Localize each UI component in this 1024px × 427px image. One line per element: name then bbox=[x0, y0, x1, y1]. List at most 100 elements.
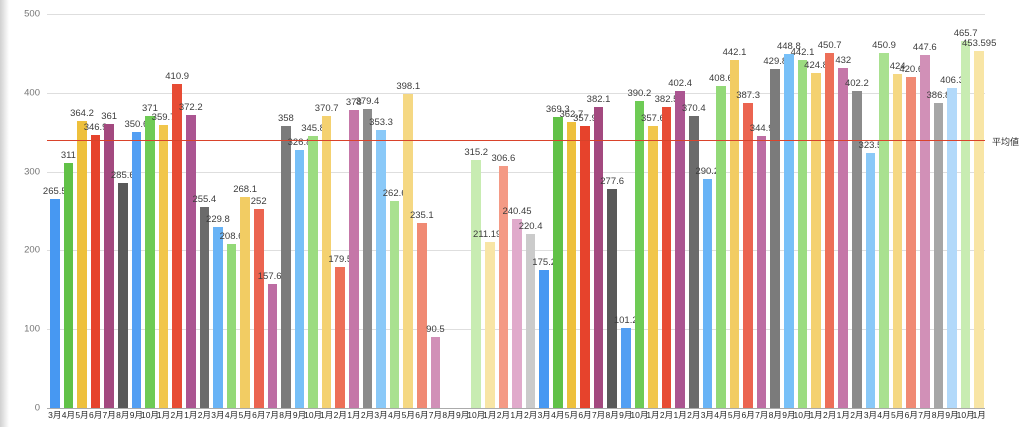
x-axis-label: 7月 bbox=[428, 410, 443, 420]
bar[interactable] bbox=[281, 125, 291, 408]
bar-value-label: 402.4 bbox=[668, 77, 693, 89]
bar[interactable] bbox=[824, 52, 835, 408]
bar[interactable] bbox=[797, 59, 808, 408]
bar[interactable] bbox=[498, 166, 509, 408]
bar[interactable] bbox=[675, 90, 685, 408]
bar[interactable] bbox=[131, 131, 142, 408]
x-axis-label: 9月 bbox=[455, 410, 470, 420]
x-axis-label: 6月 bbox=[88, 410, 103, 420]
bar-value-label: 235.1 bbox=[409, 209, 434, 221]
bar[interactable] bbox=[376, 129, 386, 408]
bar[interactable] bbox=[552, 117, 563, 408]
bar[interactable] bbox=[172, 84, 182, 408]
bar[interactable] bbox=[892, 73, 903, 408]
bar[interactable] bbox=[199, 206, 210, 408]
bar[interactable] bbox=[158, 124, 169, 408]
x-axis-label: 2月 bbox=[496, 410, 511, 420]
bar[interactable] bbox=[634, 100, 645, 408]
bar[interactable] bbox=[145, 115, 155, 408]
bar[interactable] bbox=[920, 55, 930, 408]
bar[interactable] bbox=[430, 336, 441, 408]
bar[interactable] bbox=[213, 226, 223, 408]
bar[interactable] bbox=[593, 106, 604, 408]
bar-value-label: 408.6 bbox=[709, 73, 733, 85]
bar[interactable] bbox=[865, 153, 876, 408]
bar-value-label: 369.3 bbox=[545, 103, 570, 115]
x-axis-label: 4月 bbox=[224, 410, 239, 420]
bar-value-label: 277.6 bbox=[600, 176, 625, 188]
bar[interactable] bbox=[743, 102, 753, 408]
bar[interactable] bbox=[974, 50, 984, 408]
bar-value-label: 357.9 bbox=[573, 112, 597, 124]
x-axis-label: 8月 bbox=[442, 410, 456, 420]
bar[interactable] bbox=[852, 91, 862, 408]
bar[interactable] bbox=[811, 73, 821, 408]
bar[interactable] bbox=[933, 103, 944, 408]
bar[interactable] bbox=[267, 283, 278, 408]
bar-value-label: 290.2 bbox=[695, 166, 720, 178]
x-axis-label: 5月 bbox=[727, 410, 742, 420]
bar[interactable] bbox=[417, 222, 427, 408]
bar[interactable] bbox=[240, 196, 250, 408]
bar[interactable] bbox=[471, 159, 481, 408]
bar-value-label: 357.6 bbox=[641, 113, 665, 125]
bar-value-label: 353.3 bbox=[369, 116, 393, 128]
bar[interactable] bbox=[321, 115, 332, 408]
bar[interactable] bbox=[784, 54, 794, 408]
bar[interactable] bbox=[702, 179, 713, 408]
bar[interactable] bbox=[960, 41, 971, 408]
x-axis-baseline bbox=[47, 408, 985, 409]
bar[interactable] bbox=[335, 266, 346, 408]
bar[interactable] bbox=[580, 125, 590, 408]
bar[interactable] bbox=[362, 109, 373, 408]
y-axis-tick-label: 400 bbox=[24, 87, 40, 99]
bar[interactable] bbox=[90, 134, 101, 408]
bar[interactable] bbox=[403, 94, 414, 408]
bar[interactable] bbox=[253, 209, 264, 408]
bar[interactable] bbox=[906, 76, 917, 408]
bar[interactable] bbox=[294, 150, 305, 408]
bar[interactable] bbox=[620, 328, 631, 408]
bar[interactable] bbox=[63, 162, 74, 408]
bar-value-label: 326.8 bbox=[287, 137, 312, 149]
bar[interactable] bbox=[661, 106, 672, 408]
bar[interactable] bbox=[688, 116, 699, 408]
bar[interactable] bbox=[49, 198, 60, 408]
bar[interactable] bbox=[185, 114, 196, 408]
bar-value-label: 240.45 bbox=[502, 205, 532, 217]
bar[interactable] bbox=[117, 182, 128, 408]
bar[interactable] bbox=[308, 135, 318, 408]
bar[interactable] bbox=[648, 126, 658, 408]
bar[interactable] bbox=[756, 136, 767, 408]
bar[interactable] bbox=[566, 122, 577, 408]
page-left-edge-shadow bbox=[0, 0, 9, 427]
bar-value-label: 344.9 bbox=[749, 123, 774, 135]
bar[interactable] bbox=[838, 67, 849, 408]
bar[interactable] bbox=[485, 241, 495, 408]
bar[interactable] bbox=[389, 201, 400, 408]
x-axis-label: 9月 bbox=[945, 410, 959, 420]
bar-value-label: 379.4 bbox=[355, 96, 380, 108]
x-axis-label: 5月 bbox=[238, 410, 252, 420]
x-axis-label: 3月 bbox=[700, 410, 714, 420]
bar[interactable] bbox=[607, 189, 617, 408]
bar[interactable] bbox=[349, 110, 359, 408]
bar[interactable] bbox=[525, 234, 536, 408]
bar-value-label: 345.8 bbox=[301, 122, 325, 134]
bar[interactable] bbox=[729, 59, 740, 408]
bar[interactable] bbox=[77, 121, 87, 408]
bar-value-label: 442.1 bbox=[722, 46, 747, 58]
bar[interactable] bbox=[539, 269, 549, 408]
bar[interactable] bbox=[879, 52, 889, 408]
bar[interactable] bbox=[512, 218, 522, 408]
bar-value-label: 420.6 bbox=[899, 63, 924, 75]
bar-value-label: 252 bbox=[250, 196, 267, 208]
bar[interactable] bbox=[770, 69, 781, 408]
bar[interactable] bbox=[947, 87, 957, 408]
x-axis-label: 10月 bbox=[956, 410, 975, 420]
bar[interactable] bbox=[716, 86, 726, 408]
bar-value-label: 358 bbox=[277, 112, 294, 124]
bar[interactable] bbox=[226, 243, 237, 408]
x-axis-label: 3月 bbox=[537, 410, 551, 420]
bar[interactable] bbox=[104, 123, 114, 408]
